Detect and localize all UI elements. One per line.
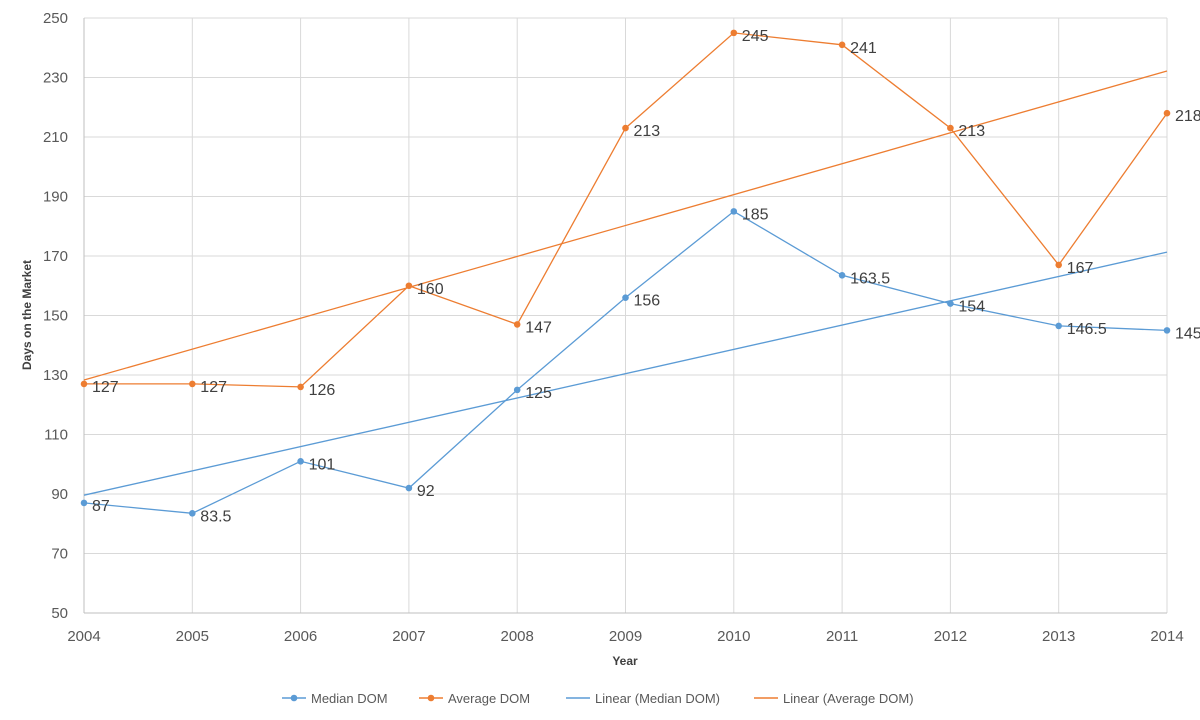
data-point bbox=[838, 272, 846, 279]
data-label: 146.5 bbox=[1067, 321, 1107, 338]
data-point bbox=[405, 484, 413, 492]
y-tick-label: 230 bbox=[43, 70, 68, 87]
x-tick-label: 2007 bbox=[392, 628, 425, 645]
data-point bbox=[730, 208, 738, 215]
legend-label: Linear (Average DOM) bbox=[783, 691, 914, 706]
data-point bbox=[730, 29, 738, 37]
data-point bbox=[947, 300, 954, 307]
data-point bbox=[189, 510, 196, 517]
x-tick-labels: 2004 2005 2006 2007 2008 2009 2010 2011 2012 2013… bbox=[67, 628, 1183, 645]
data-label: 147 bbox=[525, 319, 552, 336]
y-tick-label: 90 bbox=[51, 486, 68, 503]
data-label: 83.5 bbox=[200, 508, 231, 525]
legend-label: Median DOM bbox=[311, 691, 388, 706]
data-label: 127 bbox=[200, 379, 227, 396]
y-tick-label: 150 bbox=[43, 308, 68, 325]
trendline bbox=[83, 251, 1168, 496]
data-label: 245 bbox=[742, 28, 769, 45]
data-point bbox=[80, 380, 88, 388]
axes bbox=[83, 18, 1167, 614]
gridlines bbox=[83, 17, 1168, 614]
y-tick-label: 130 bbox=[43, 367, 68, 384]
data-point bbox=[1055, 322, 1062, 330]
data-point bbox=[80, 499, 88, 507]
data-point bbox=[513, 386, 521, 394]
data-label: 218 bbox=[1175, 108, 1200, 125]
trendlines bbox=[83, 70, 1168, 496]
data-label: 160 bbox=[417, 281, 444, 298]
x-tick-label: 2011 bbox=[826, 628, 858, 645]
data-point bbox=[1163, 109, 1171, 117]
data-label: 145 bbox=[1175, 325, 1200, 342]
legend-label: Linear (Median DOM) bbox=[595, 691, 720, 706]
x-tick-label: 2008 bbox=[501, 628, 534, 645]
data-label: 185 bbox=[742, 206, 769, 223]
legend-marker bbox=[290, 694, 298, 702]
x-tick-label: 2010 bbox=[717, 628, 750, 645]
data-point bbox=[947, 124, 954, 132]
y-tick-label: 110 bbox=[44, 427, 68, 444]
x-tick-label: 2004 bbox=[67, 628, 100, 645]
trendline bbox=[83, 70, 1168, 381]
y-tick-label: 250 bbox=[43, 10, 68, 27]
y-tick-label: 70 bbox=[51, 546, 68, 563]
data-labels: 87 83.5 101 92 125 156 185 163.5 154 146.5 145 127 1… bbox=[92, 28, 1200, 525]
y-tick-label: 210 bbox=[43, 129, 68, 146]
x-tick-label: 2006 bbox=[284, 628, 317, 645]
x-axis-title: Year bbox=[612, 654, 638, 668]
data-label: 154 bbox=[958, 299, 985, 316]
data-label: 241 bbox=[850, 40, 877, 57]
data-point bbox=[838, 41, 846, 49]
data-label: 163.5 bbox=[850, 270, 890, 287]
x-tick-label: 2009 bbox=[609, 628, 642, 645]
data-label: 87 bbox=[92, 498, 110, 515]
data-point bbox=[622, 124, 629, 132]
data-label: 125 bbox=[525, 385, 552, 402]
legend: Median DOM Average DOM Linear (Median DOM)… bbox=[282, 691, 914, 706]
data-label: 213 bbox=[634, 123, 661, 140]
legend-marker bbox=[427, 694, 435, 702]
data-label: 101 bbox=[309, 456, 336, 473]
x-tick-label: 2013 bbox=[1042, 628, 1075, 645]
data-point bbox=[622, 294, 629, 301]
data-label: 213 bbox=[958, 123, 985, 140]
data-series bbox=[80, 29, 1171, 517]
data-point bbox=[297, 457, 304, 465]
y-tick-labels: 50 70 90 110 130 150 170 190 210 230 250 bbox=[43, 10, 68, 622]
data-label: 127 bbox=[92, 379, 119, 396]
data-point bbox=[297, 383, 304, 391]
data-label: 156 bbox=[634, 293, 661, 310]
data-point bbox=[1163, 327, 1171, 334]
data-point bbox=[405, 282, 413, 290]
y-tick-label: 50 bbox=[51, 605, 68, 622]
y-axis-title: Days on the Market bbox=[20, 260, 34, 370]
y-tick-label: 170 bbox=[43, 248, 68, 265]
y-tick-label: 190 bbox=[43, 189, 68, 206]
data-label: 126 bbox=[309, 382, 336, 399]
data-point bbox=[189, 380, 196, 388]
data-label: 167 bbox=[1067, 260, 1094, 277]
x-tick-label: 2012 bbox=[934, 628, 967, 645]
x-tick-label: 2014 bbox=[1150, 628, 1183, 645]
data-point bbox=[1055, 261, 1062, 269]
data-label: 92 bbox=[417, 483, 435, 500]
legend-label: Average DOM bbox=[448, 691, 530, 706]
data-point bbox=[513, 321, 521, 328]
x-tick-label: 2005 bbox=[176, 628, 209, 645]
